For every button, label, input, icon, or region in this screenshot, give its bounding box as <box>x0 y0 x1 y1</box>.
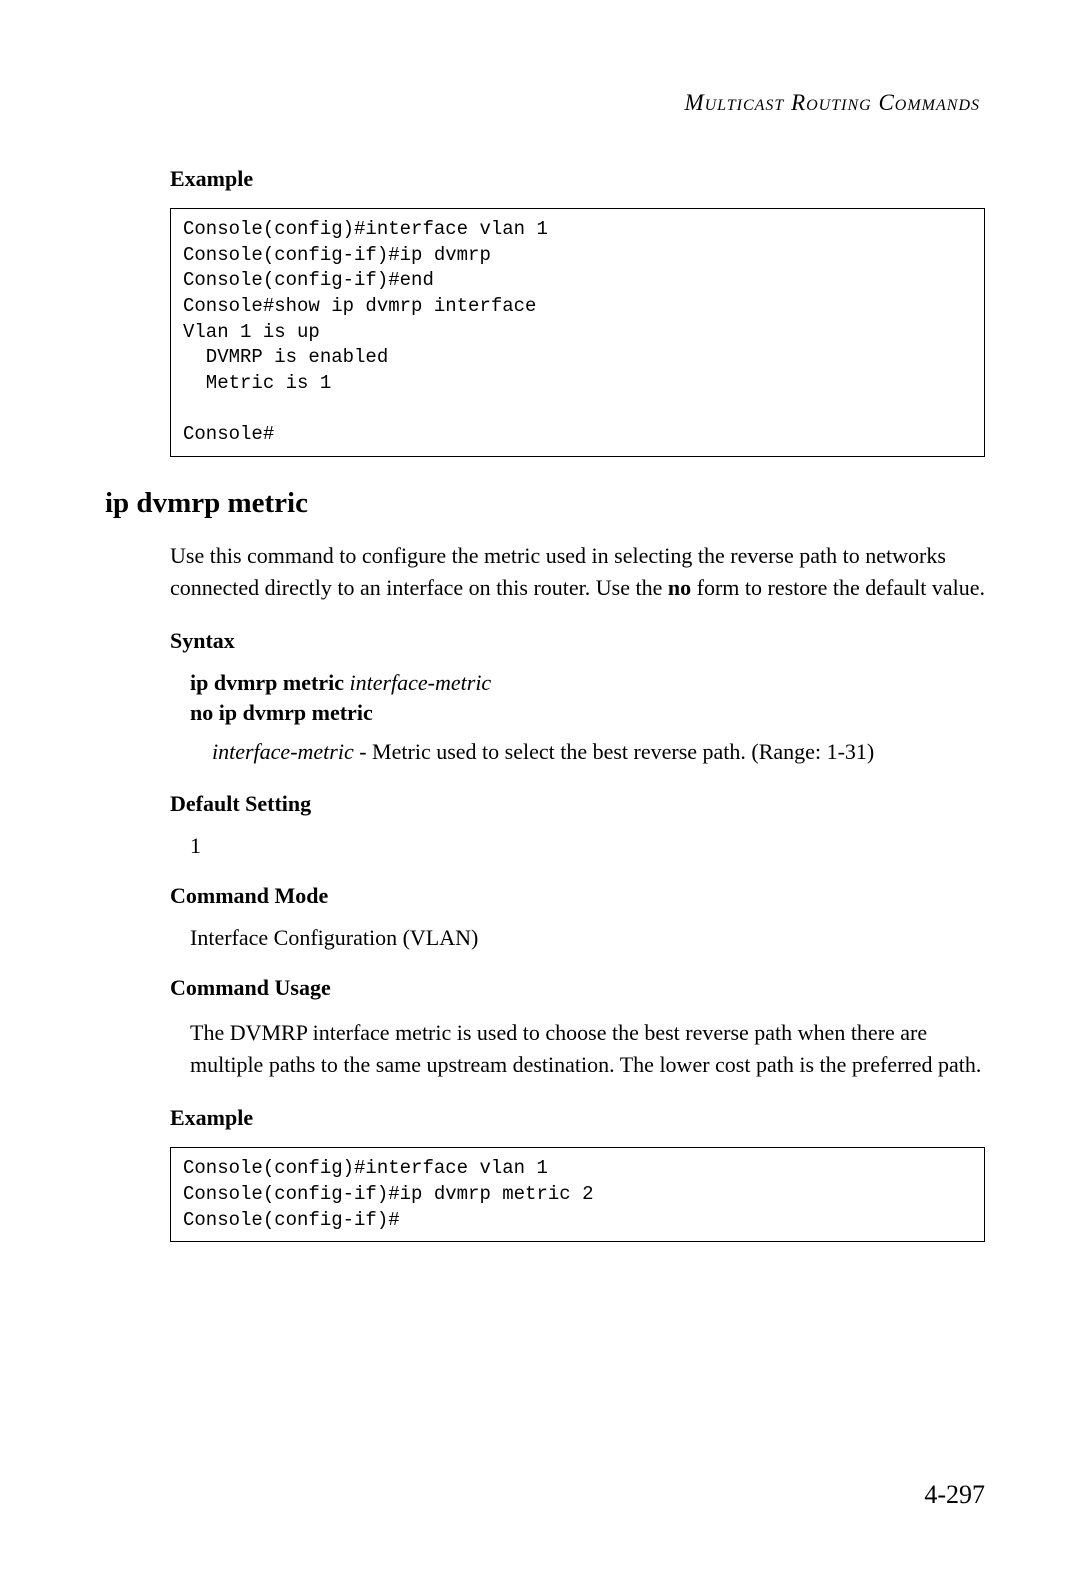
syntax-line-2: no ip dvmrp metric <box>190 700 985 726</box>
syntax-line-1-bold: ip dvmrp metric <box>190 670 349 695</box>
command-usage-paragraph: The DVMRP interface metric is used to ch… <box>190 1017 985 1081</box>
command-body: Use this command to configure the metric… <box>170 540 985 1242</box>
example-heading-1: Example <box>170 166 985 192</box>
command-description: Use this command to configure the metric… <box>170 540 985 604</box>
default-setting-value: 1 <box>190 833 985 859</box>
page-header-title: Multicast Routing Commands <box>105 90 980 116</box>
syntax-block: ip dvmrp metric interface-metric no ip d… <box>190 670 985 768</box>
syntax-heading: Syntax <box>170 628 985 654</box>
command-mode-value: Interface Configuration (VLAN) <box>190 925 985 951</box>
command-mode-heading: Command Mode <box>170 883 985 909</box>
code-example-2: Console(config)#interface vlan 1 Console… <box>170 1147 985 1242</box>
desc-suffix: form to restore the default value. <box>691 575 985 600</box>
param-block: interface-metric - Metric used to select… <box>212 736 985 768</box>
syntax-line-1-italic: interface-metric <box>349 670 491 695</box>
page-number: 4-297 <box>924 1480 985 1510</box>
param-italic: interface-metric <box>212 739 354 764</box>
top-example-section: Example Console(config)#interface vlan 1… <box>170 166 985 457</box>
command-usage-text: The DVMRP interface metric is used to ch… <box>190 1017 985 1081</box>
syntax-line-1: ip dvmrp metric interface-metric <box>190 670 985 696</box>
syntax-line-2-bold: no ip dvmrp metric <box>190 700 373 725</box>
param-text: interface-metric - Metric used to select… <box>212 736 985 768</box>
param-desc: - Metric used to select the best reverse… <box>354 739 874 764</box>
command-title: ip dvmrp metric <box>105 487 985 520</box>
default-setting-heading: Default Setting <box>170 791 985 817</box>
example-heading-2: Example <box>170 1105 985 1131</box>
command-usage-heading: Command Usage <box>170 975 985 1001</box>
desc-bold: no <box>668 575 691 600</box>
code-example-1: Console(config)#interface vlan 1 Console… <box>170 208 985 457</box>
